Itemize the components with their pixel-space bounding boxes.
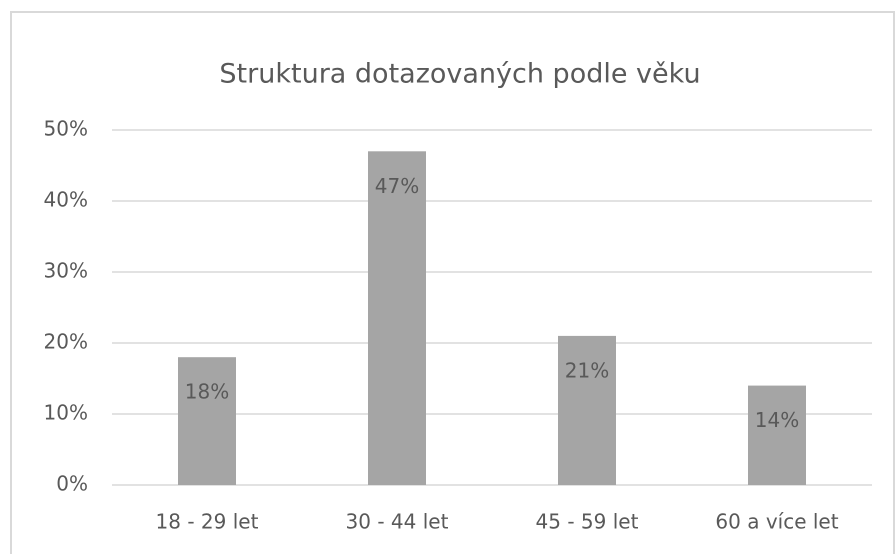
y-tick-label: 10% <box>44 401 88 425</box>
data-label: 21% <box>565 358 609 382</box>
chart-border <box>10 11 895 554</box>
x-tick-label: 18 - 29 let <box>156 510 259 534</box>
bar <box>558 335 616 485</box>
data-label: 47% <box>375 174 419 198</box>
bar <box>368 151 426 486</box>
bar <box>748 385 806 485</box>
x-tick-label: 60 a více let <box>715 510 838 534</box>
y-tick-label: 40% <box>44 188 88 212</box>
chart-title: Struktura dotazovaných podle věku <box>219 59 700 90</box>
x-tick-label: 30 - 44 let <box>346 510 449 534</box>
y-tick-label: 50% <box>44 117 88 141</box>
y-tick-label: 30% <box>44 259 88 283</box>
bar <box>178 357 236 485</box>
x-tick-label: 45 - 59 let <box>536 510 639 534</box>
y-tick-label: 20% <box>44 330 88 354</box>
data-label: 14% <box>755 408 799 432</box>
data-label: 18% <box>185 380 229 404</box>
y-tick-label: 0% <box>56 472 88 496</box>
